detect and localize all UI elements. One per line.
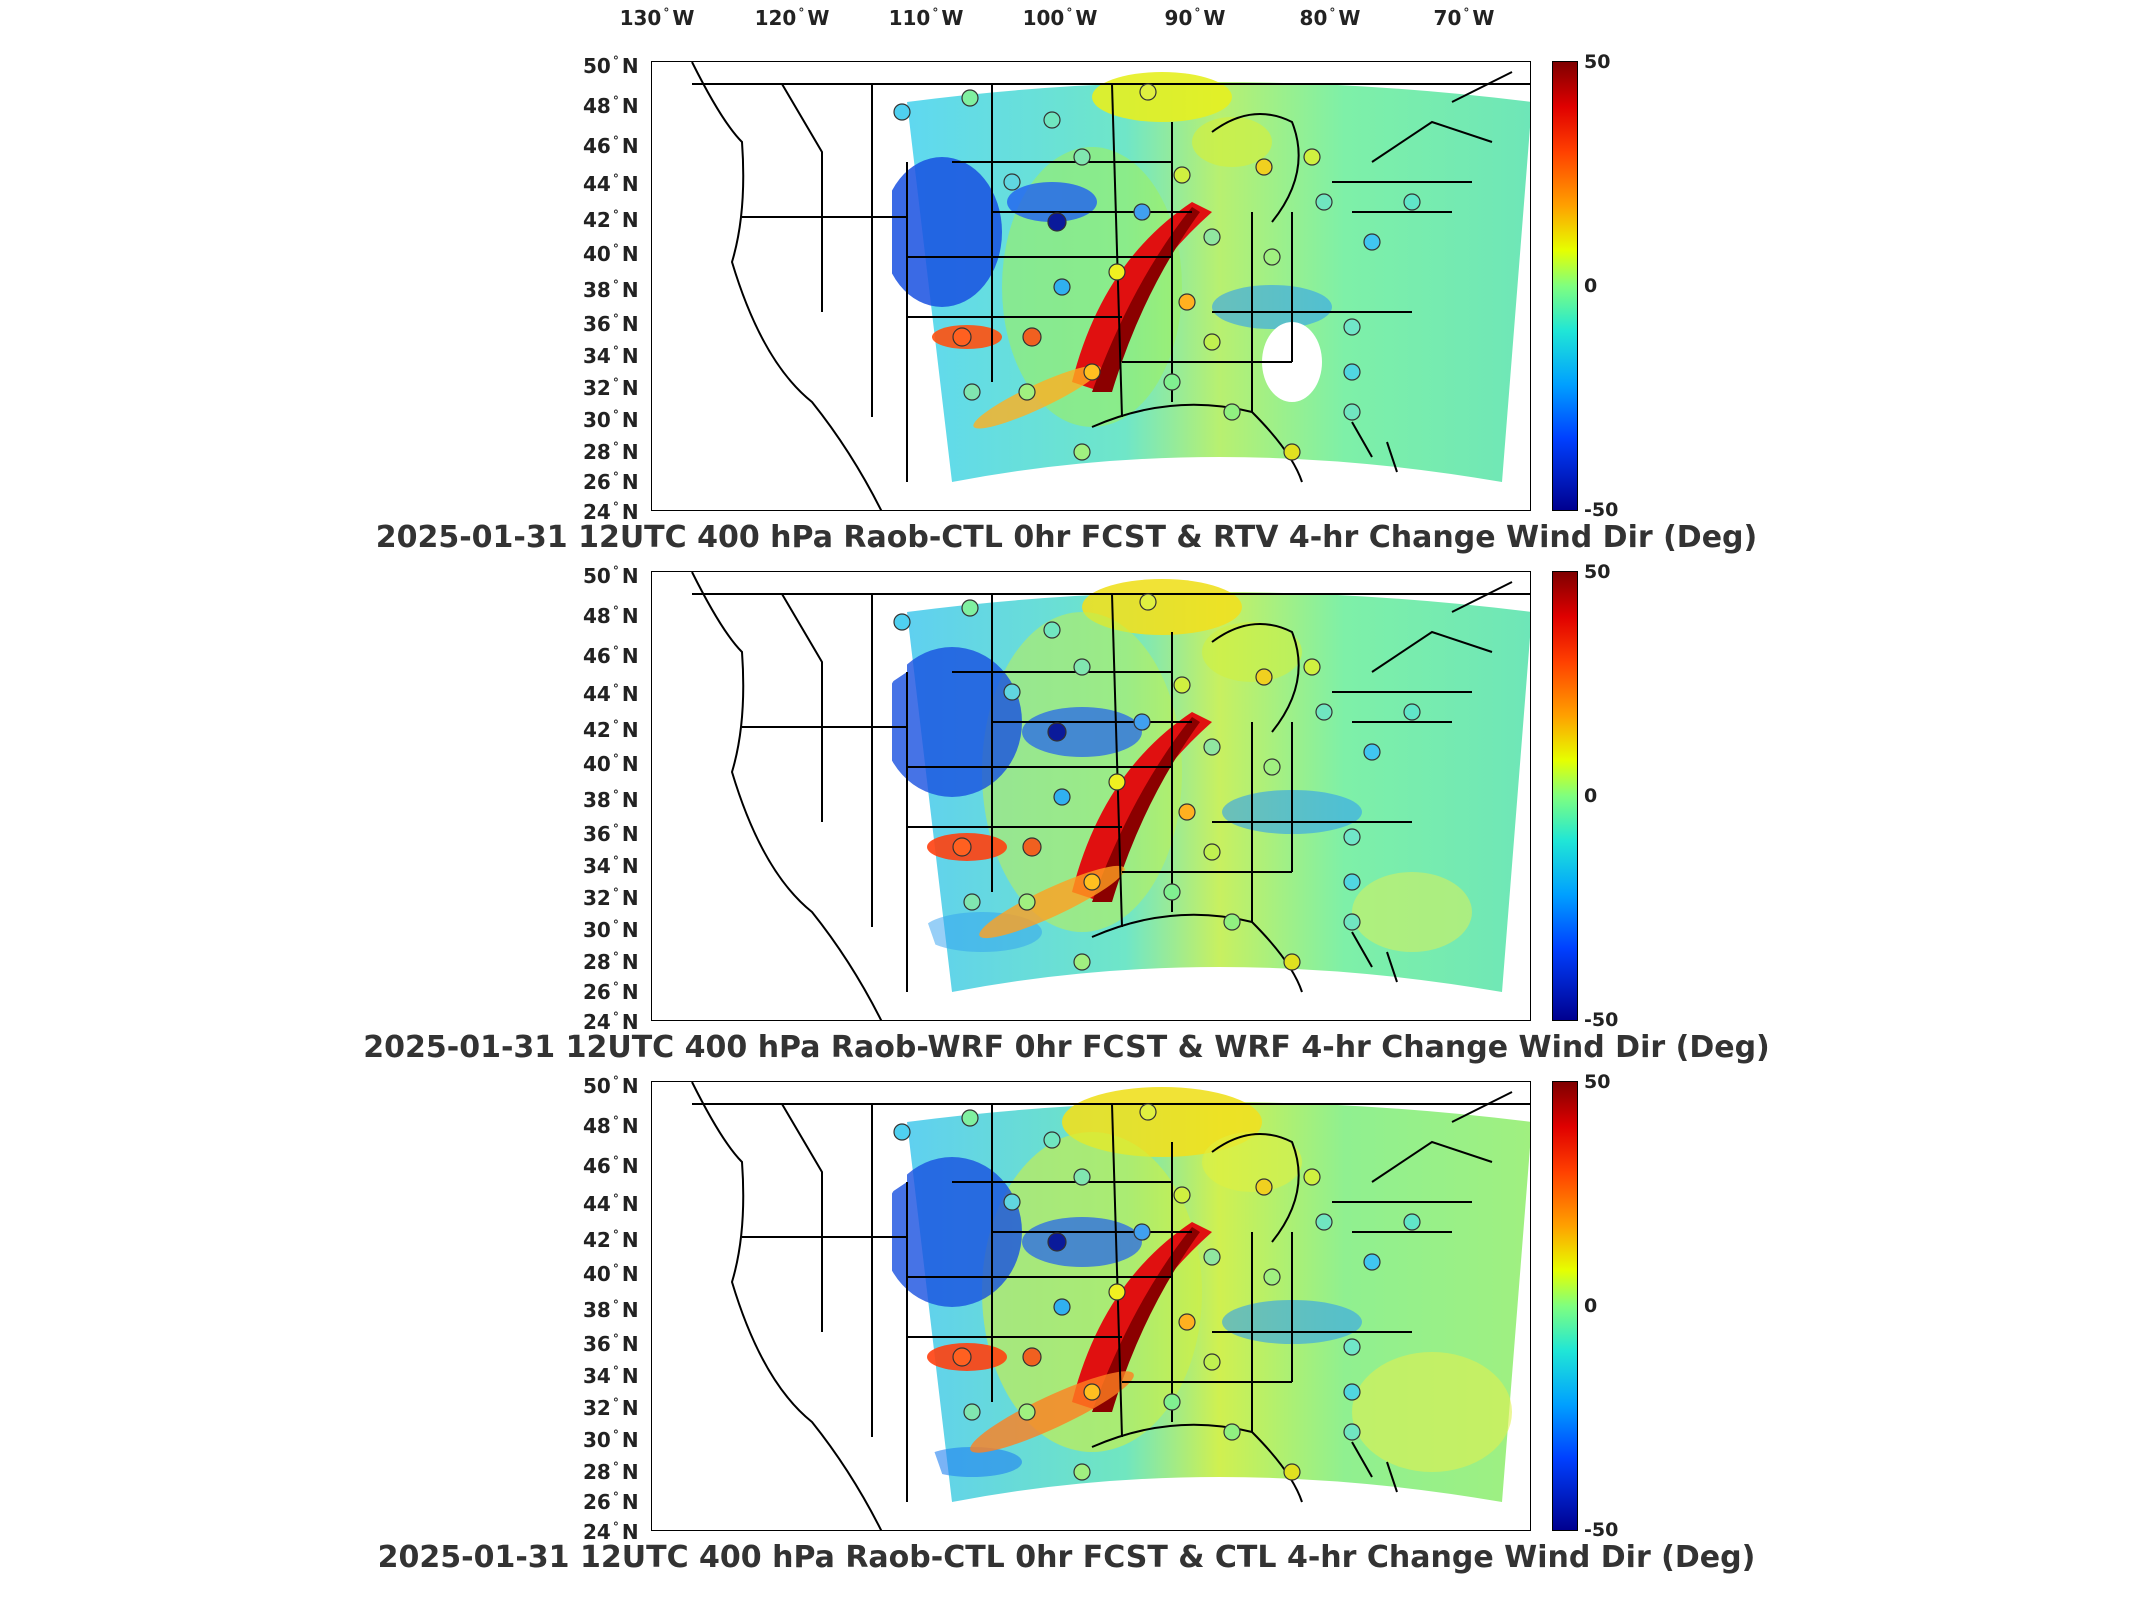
lat-label: 26 ° N <box>583 1490 639 1514</box>
lat-label: 32 ° N <box>583 1396 639 1420</box>
lat-label: 44 ° N <box>583 682 639 706</box>
lat-label: 32 ° N <box>583 886 639 910</box>
lon-label: 100 ° W <box>1022 6 1098 30</box>
map-panel-3: 50 ° N 48 ° N 46 ° N 44 ° N 42 ° N 40 ° N 38 ° N 36 ° N … <box>0 1071 2133 1588</box>
longitude-axis: 130 ° W 120 ° W 110 ° W 100 ° W 90 ° W 80 ° W 70 ° W <box>0 0 2133 40</box>
colorbar-min-label: -50 <box>1584 1009 1619 1031</box>
lat-label: 38 ° N <box>583 1298 639 1322</box>
lat-label: 50 ° N <box>583 564 639 588</box>
lat-label: 46 ° N <box>583 644 639 668</box>
lon-label: 130 ° W <box>619 6 695 30</box>
colorbar <box>1552 61 1578 511</box>
lat-label: 28 ° N <box>583 1460 639 1484</box>
colorbar-max-label: 50 <box>1584 561 1611 583</box>
lat-label: 42 ° N <box>583 1228 639 1252</box>
lat-label: 44 ° N <box>583 172 639 196</box>
map-panel-2: 50 ° N 48 ° N 46 ° N 44 ° N 42 ° N 40 ° N 38 ° N 36 ° N … <box>0 561 2133 1078</box>
lat-label: 50 ° N <box>583 54 639 78</box>
lat-label: 46 ° N <box>583 1154 639 1178</box>
lat-label: 30 ° N <box>583 1428 639 1452</box>
lat-label: 48 ° N <box>583 604 639 628</box>
lat-label: 42 ° N <box>583 718 639 742</box>
colorbar-max-label: 50 <box>1584 1071 1611 1093</box>
lat-label: 42 ° N <box>583 208 639 232</box>
lat-label: 24 ° N <box>583 1520 639 1544</box>
lon-label: 120 ° W <box>754 6 830 30</box>
lat-label: 30 ° N <box>583 408 639 432</box>
lat-label: 24 ° N <box>583 1010 639 1034</box>
lat-label: 34 ° N <box>583 344 639 368</box>
map-panel-1: 50 ° N 48 ° N 46 ° N 44 ° N 42 ° N 40 ° N 38 ° N 36 ° N … <box>0 51 2133 568</box>
colorbar <box>1552 571 1578 1021</box>
lat-label: 46 ° N <box>583 134 639 158</box>
lat-label: 48 ° N <box>583 1114 639 1138</box>
lon-label: 70 ° W <box>1433 6 1495 30</box>
lat-label: 38 ° N <box>583 788 639 812</box>
lat-label: 34 ° N <box>583 854 639 878</box>
lat-label: 30 ° N <box>583 918 639 942</box>
colorbar-min-label: -50 <box>1584 1519 1619 1541</box>
lat-label: 28 ° N <box>583 950 639 974</box>
lon-label: 80 ° W <box>1299 6 1361 30</box>
lat-label: 32 ° N <box>583 376 639 400</box>
lon-label: 90 ° W <box>1164 6 1226 30</box>
lat-label: 28 ° N <box>583 440 639 464</box>
lat-label: 48 ° N <box>583 94 639 118</box>
colorbar-mid-label: 0 <box>1584 1295 1598 1317</box>
lat-label: 50 ° N <box>583 1074 639 1098</box>
colorbar-max-label: 50 <box>1584 51 1611 73</box>
map-plot <box>651 1081 1531 1531</box>
lat-label: 24 ° N <box>583 500 639 524</box>
lat-label: 40 ° N <box>583 1262 639 1286</box>
lat-label: 40 ° N <box>583 752 639 776</box>
map-plot <box>651 571 1531 1021</box>
lat-label: 38 ° N <box>583 278 639 302</box>
lat-label: 44 ° N <box>583 1192 639 1216</box>
map-plot <box>651 61 1531 511</box>
panel-title: 2025-01-31 12UTC 400 hPa Raob-CTL 0hr FC… <box>377 1540 1756 1575</box>
lat-label: 34 ° N <box>583 1364 639 1388</box>
panel-title: 2025-01-31 12UTC 400 hPa Raob-CTL 0hr FC… <box>375 520 1758 555</box>
lat-label: 26 ° N <box>583 470 639 494</box>
colorbar-min-label: -50 <box>1584 499 1619 521</box>
lat-label: 26 ° N <box>583 980 639 1004</box>
colorbar-mid-label: 0 <box>1584 785 1598 807</box>
panel-title: 2025-01-31 12UTC 400 hPa Raob-WRF 0hr FC… <box>363 1030 1770 1065</box>
lat-label: 40 ° N <box>583 242 639 266</box>
lon-label: 110 ° W <box>888 6 964 30</box>
lat-label: 36 ° N <box>583 312 639 336</box>
colorbar-mid-label: 0 <box>1584 275 1598 297</box>
lat-label: 36 ° N <box>583 822 639 846</box>
lat-label: 36 ° N <box>583 1332 639 1356</box>
colorbar <box>1552 1081 1578 1531</box>
